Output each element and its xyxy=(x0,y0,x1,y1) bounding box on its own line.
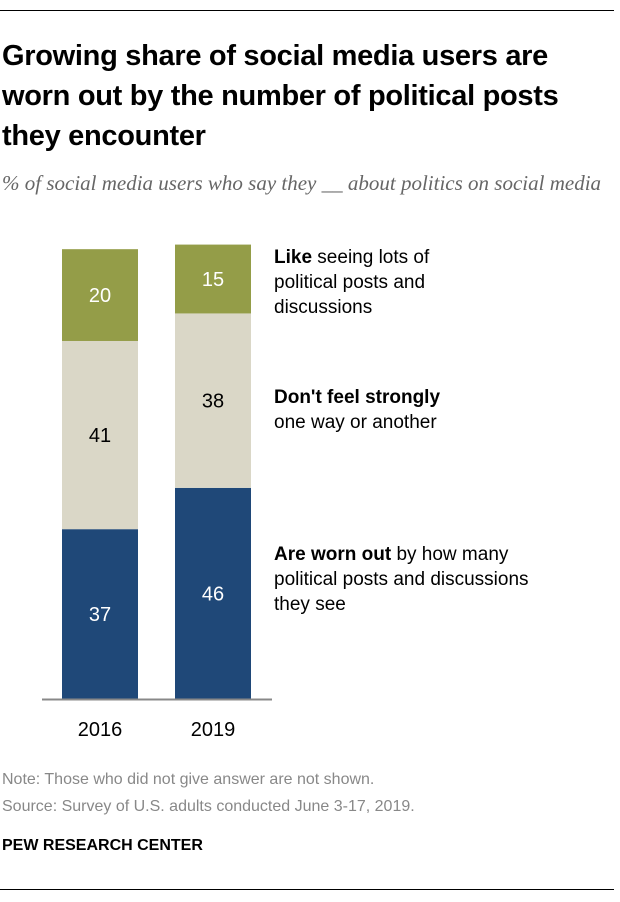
data-label: 15 xyxy=(202,269,224,291)
bar-segment xyxy=(175,487,251,699)
bar-segment xyxy=(62,340,138,530)
legend-neutral-bold: Don't feel strongly xyxy=(274,387,441,408)
bar-segment xyxy=(62,529,138,699)
source: Source: Survey of U.S. adults conducted … xyxy=(2,798,415,815)
data-label: 41 xyxy=(89,425,111,447)
bar-segment xyxy=(175,313,251,488)
note: Note: Those who did not give answer are … xyxy=(2,771,375,788)
legend-worn-out: Are worn out by how many political posts… xyxy=(274,542,544,617)
chart-subtitle: % of social media users who say they __ … xyxy=(2,171,602,195)
legend-like-rest: seeing lots of political posts and discu… xyxy=(274,247,430,318)
stacked-bar-chart: 37 41 20 2016 46 38 15 2019 xyxy=(42,244,272,741)
data-label: 46 xyxy=(202,583,224,605)
data-label: 20 xyxy=(89,285,111,307)
legend-like: Like seeing lots of political posts and … xyxy=(274,245,474,320)
bottom-rule xyxy=(0,889,614,890)
legend-worn-out-rest: by how many political posts and discussi… xyxy=(274,544,529,615)
legend-like-bold: Like xyxy=(274,247,313,268)
legend-neutral-rest: one way or another xyxy=(274,412,437,433)
bar-segment xyxy=(62,249,138,341)
x-tick-label: 2016 xyxy=(78,719,123,741)
chart-title: Growing share of social media users are … xyxy=(2,40,559,152)
legend-worn-out-bold: Are worn out xyxy=(274,544,392,565)
data-label: 38 xyxy=(202,391,224,413)
brand-logo: PEW RESEARCH CENTER xyxy=(2,837,203,854)
bar-segment xyxy=(175,244,251,314)
top-rule xyxy=(0,10,614,11)
legend-neutral: Don't feel strongly one way or another xyxy=(274,385,494,435)
x-tick-label: 2019 xyxy=(191,719,236,741)
data-label: 37 xyxy=(89,604,111,626)
